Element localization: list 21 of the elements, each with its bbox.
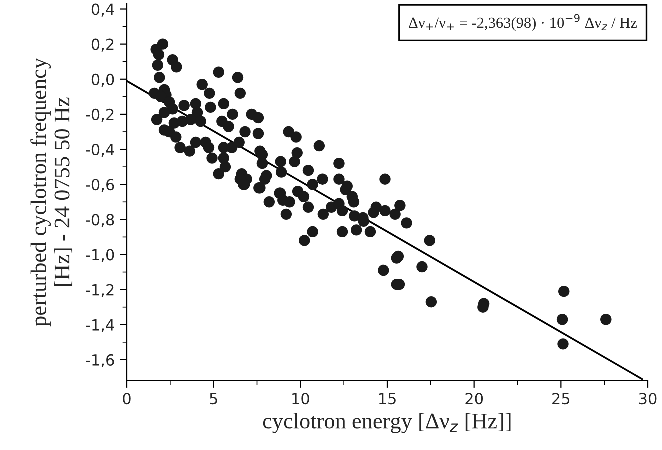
- y-tick-label: -0,2: [86, 108, 114, 122]
- x-axis-title: cyclotron energy [Δν$_{z}$ [Hz]]: [263, 413, 511, 434]
- y-tick-label: 0,4: [92, 4, 114, 17]
- y-tick-label: -1,6: [86, 354, 114, 368]
- text: Δν$_{+}$/ν$_{+}$ = -2,363(98) · 10$^{−9}$ Δν$_{z}$ / Hz: [409, 14, 638, 32]
- x-tick-label: 25: [552, 393, 570, 405]
- y-tick-label: -1,0: [86, 249, 114, 262]
- x-tick-label: 15: [379, 393, 396, 405]
- y-tick-label: 0,0: [92, 74, 114, 87]
- y-axis-title: perturbed cyclotron frequency [Hz] - 24 0755 50 Hz: [30, 58, 73, 327]
- x-tick-label: 0: [123, 393, 131, 405]
- x-tick-label: 20: [466, 393, 484, 405]
- x-tick-label: 10: [292, 393, 310, 405]
- y-tick-label: -0,8: [86, 214, 114, 228]
- y-tick-label: -1,2: [86, 284, 114, 298]
- y-tick-label: -1,4: [86, 320, 114, 332]
- x-tick-label: 5: [210, 393, 218, 405]
- y-tick-label: -0,4: [86, 144, 114, 158]
- y-tick-label: -0,6: [86, 179, 114, 192]
- y-tick-label: 0,2: [92, 38, 114, 52]
- x-tick-label: 30: [639, 393, 657, 405]
